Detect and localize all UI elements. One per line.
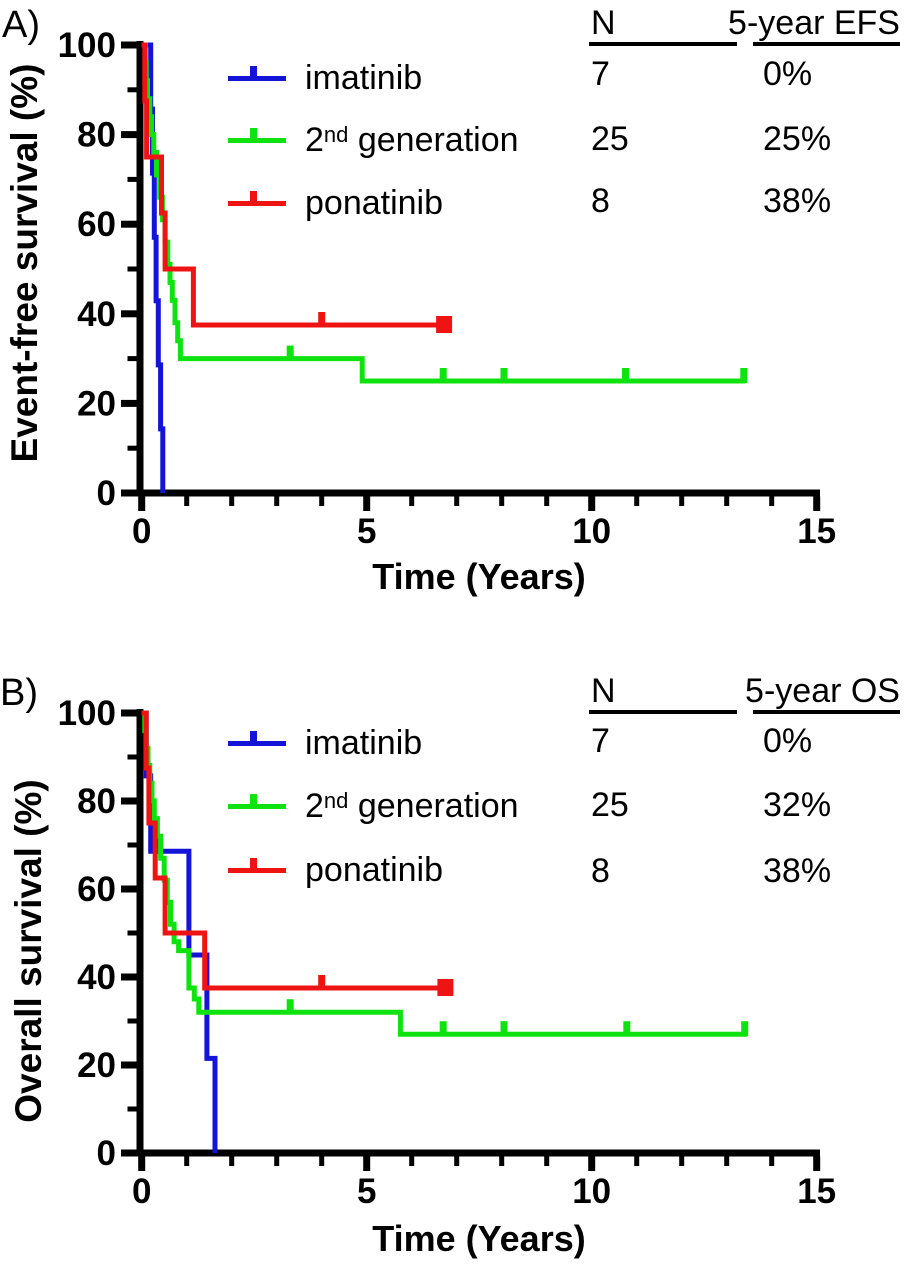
svg-text:0: 0 xyxy=(132,1172,151,1211)
table-b-n-imatinib: 7 xyxy=(591,722,610,760)
legend-item-ponatinib-b: ponatinib xyxy=(228,848,443,892)
svg-text:100: 100 xyxy=(58,26,116,65)
table-b-header-n: N xyxy=(591,672,616,710)
svg-text:10: 10 xyxy=(572,1172,611,1211)
svg-text:15: 15 xyxy=(797,512,836,551)
panel-b-letter: B) xyxy=(0,672,38,714)
table-b-underline-col1 xyxy=(589,710,737,714)
legend-label: ponatinib xyxy=(305,183,444,222)
svg-text:10: 10 xyxy=(572,512,611,551)
legend-label: imatinib xyxy=(305,723,423,762)
svg-text:0: 0 xyxy=(132,512,151,551)
table-b-pct-imatinib: 0% xyxy=(763,722,813,760)
svg-text:15: 15 xyxy=(797,1172,836,1211)
svg-text:5: 5 xyxy=(357,512,376,551)
table-a-n-imatinib: 7 xyxy=(591,55,610,93)
km-line-marker-icon xyxy=(228,191,286,213)
table-a-header-efs: 5-year EFS xyxy=(728,4,900,42)
km-line-marker-icon xyxy=(228,731,286,753)
svg-text:5: 5 xyxy=(357,1172,376,1211)
legend-item-ponatinib-a: ponatinib xyxy=(228,181,443,225)
table-a-pct-ponatinib: 38% xyxy=(763,182,832,220)
table-b-header-os: 5-year OS xyxy=(745,672,900,710)
table-a-header-n: N xyxy=(591,4,616,42)
svg-text:100: 100 xyxy=(58,694,116,733)
table-b-n-2ndgen: 25 xyxy=(591,786,629,824)
panel-b-x-axis-title: Time (Years) xyxy=(372,1218,586,1259)
table-a-n-ponatinib: 8 xyxy=(591,182,610,220)
legend-item-imatinib-a: imatinib xyxy=(228,56,422,100)
table-a-pct-2ndgen: 25% xyxy=(763,120,832,158)
table-b-pct-2ndgen: 32% xyxy=(763,786,832,824)
table-a-underline-col1 xyxy=(589,42,737,46)
table-b-n-ponatinib: 8 xyxy=(591,852,610,890)
panel-b-y-axis-title: Overall survival (%) xyxy=(8,779,49,1123)
table-a-n-2ndgen: 25 xyxy=(591,120,629,158)
svg-text:40: 40 xyxy=(77,295,116,334)
svg-text:20: 20 xyxy=(77,1046,116,1085)
panel-a-letter: A) xyxy=(2,4,40,46)
svg-text:0: 0 xyxy=(97,474,116,513)
svg-text:80: 80 xyxy=(77,116,116,155)
table-b-underline-col2 xyxy=(753,710,900,714)
km-line-marker-icon xyxy=(228,858,286,880)
panel-a-y-axis-title: Event-free survival (%) xyxy=(4,63,45,463)
legend-label: 2nd generation xyxy=(305,786,519,825)
legend-item-2nd-generation-b: 2nd generation xyxy=(228,784,519,828)
svg-text:60: 60 xyxy=(77,870,116,909)
svg-text:40: 40 xyxy=(77,958,116,997)
table-b-pct-ponatinib: 38% xyxy=(763,852,832,890)
km-line-marker-icon xyxy=(228,66,286,88)
svg-text:80: 80 xyxy=(77,782,116,821)
legend-label: 2nd generation xyxy=(305,120,519,159)
legend-label: imatinib xyxy=(305,58,423,97)
panel-a-x-axis-title: Time (Years) xyxy=(372,556,586,597)
legend-item-2nd-generation-a: 2nd generation xyxy=(228,118,519,162)
svg-text:0: 0 xyxy=(97,1134,116,1173)
legend-item-imatinib-b: imatinib xyxy=(228,721,422,765)
table-a-underline-col2 xyxy=(753,42,900,46)
km-line-marker-icon xyxy=(228,128,286,150)
table-a-pct-imatinib: 0% xyxy=(763,55,813,93)
legend-label: ponatinib xyxy=(305,850,444,889)
svg-text:60: 60 xyxy=(77,205,116,244)
km-line-marker-icon xyxy=(228,794,286,816)
svg-text:20: 20 xyxy=(77,384,116,423)
